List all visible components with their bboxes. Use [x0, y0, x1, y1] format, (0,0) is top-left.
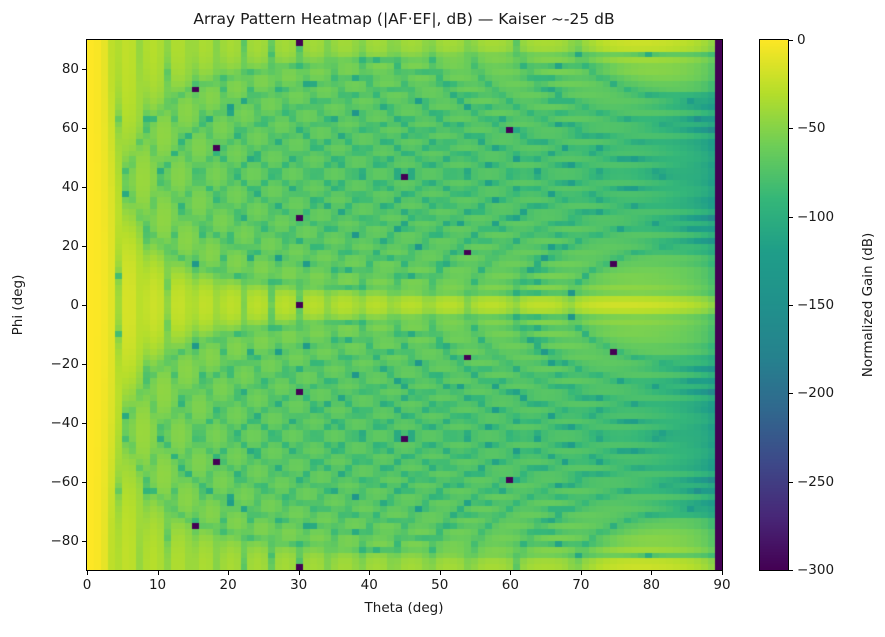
colorbar-canvas [760, 40, 788, 570]
y-tick-label: −20 [50, 355, 80, 372]
y-axis-label: Phi (deg) [10, 274, 26, 336]
x-tick-label: 60 [501, 577, 519, 593]
x-tick [369, 571, 371, 575]
y-tick [82, 363, 86, 365]
x-tick-label: 70 [572, 577, 590, 593]
y-tick-label: 80 [61, 61, 79, 78]
x-tick-label: 80 [642, 577, 661, 593]
x-tick [651, 571, 653, 575]
colorbar-tick [789, 216, 793, 218]
y-tick-label: −80 [50, 532, 80, 549]
colorbar-tick [789, 570, 793, 571]
heatmap-canvas [87, 40, 722, 570]
y-tick-label: −60 [50, 473, 80, 490]
x-tick [510, 571, 512, 575]
colorbar-spine [759, 39, 789, 571]
y-tick-label: −40 [50, 414, 80, 431]
y-tick [82, 128, 86, 130]
colorbar-tick-label: −100 [797, 208, 835, 225]
x-tick-label: 90 [713, 577, 731, 593]
y-tick-label: 60 [61, 120, 79, 137]
x-tick [580, 571, 582, 575]
colorbar-tick [789, 305, 793, 306]
y-tick [82, 305, 86, 306]
y-tick [82, 540, 86, 542]
colorbar-tick-label: −50 [797, 120, 826, 137]
chart-title: Array Pattern Heatmap (|AF·EF|, dB) — Ka… [193, 10, 615, 28]
colorbar-label: Normalized Gain (dB) [860, 232, 876, 378]
colorbar-tick [789, 40, 793, 41]
x-axis-label: Theta (deg) [364, 600, 444, 616]
y-tick-label: 20 [61, 238, 79, 255]
colorbar-tick-label: 0 [797, 32, 806, 48]
x-tick [157, 571, 159, 575]
colorbar-tick [789, 128, 793, 130]
x-tick [228, 571, 230, 575]
x-tick-label: 40 [360, 577, 378, 593]
colorbar-tick [789, 481, 793, 483]
y-tick [82, 69, 86, 71]
colorbar-tick-label: −200 [797, 385, 835, 402]
x-tick-label: 50 [431, 577, 449, 593]
x-tick-label: 30 [290, 577, 308, 593]
colorbar-tick [789, 393, 793, 395]
y-tick-label: 0 [70, 297, 79, 313]
y-tick [82, 422, 86, 424]
x-tick [439, 571, 441, 575]
y-tick [82, 187, 86, 189]
y-tick-label: 40 [61, 179, 79, 196]
colorbar-tick-label: −150 [797, 297, 835, 313]
x-tick [722, 571, 723, 575]
y-tick [82, 246, 86, 248]
plot-spine [86, 39, 723, 571]
x-tick [298, 571, 300, 575]
colorbar-tick-label: −300 [797, 562, 835, 578]
x-tick-label: 20 [219, 577, 237, 593]
x-tick [87, 571, 88, 575]
x-tick-label: 0 [82, 577, 92, 593]
x-tick-label: 10 [148, 577, 167, 593]
y-tick [82, 481, 86, 483]
colorbar-tick-label: −250 [797, 473, 835, 490]
